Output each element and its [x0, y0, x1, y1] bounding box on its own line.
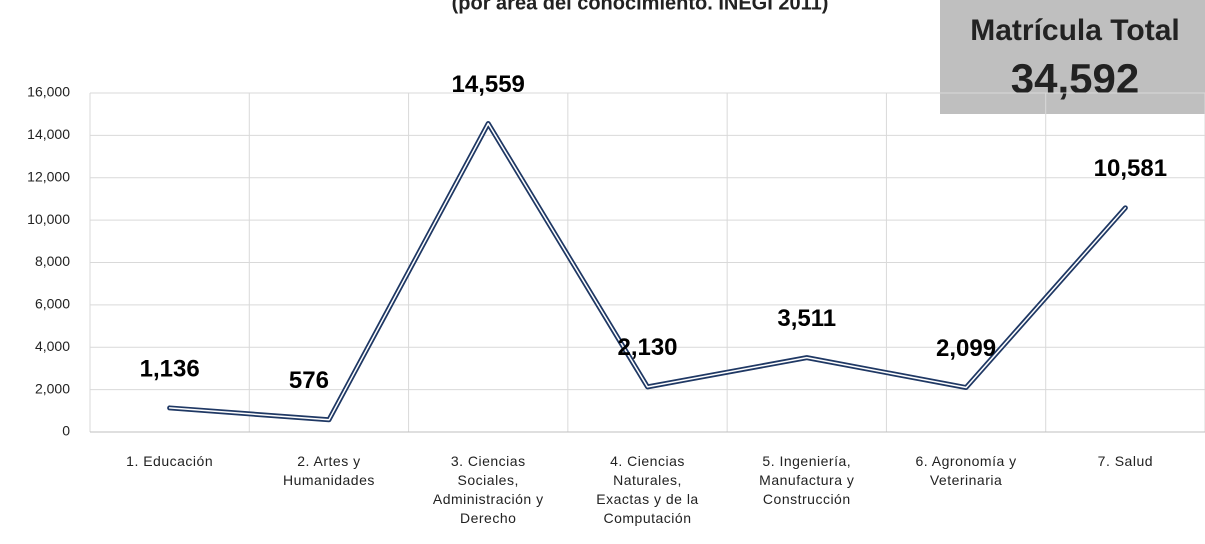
chart-title: (por área del conocimiento. INEGI 2011)	[452, 0, 829, 14]
y-tick-label: 2,000	[35, 380, 70, 396]
data-label: 3,511	[777, 305, 836, 332]
x-tick-label: 2. Artes y Humanidades	[283, 453, 375, 488]
x-tick-label: 4. Ciencias Naturales, Exactas y de la Comp…	[596, 453, 698, 526]
total-label: Matrícula Total	[970, 14, 1179, 47]
data-label: 2,130	[617, 334, 677, 361]
data-label: 576	[289, 367, 329, 394]
data-label: 1,136	[140, 355, 200, 382]
y-tick-label: 10,000	[27, 211, 70, 227]
y-tick-label: 16,000	[27, 84, 70, 100]
data-label: 2,099	[936, 335, 996, 362]
x-tick-label: 5. Ingeniería, Manufactura y Construcción	[759, 453, 854, 507]
y-tick-label: 14,000	[27, 126, 70, 142]
total-box	[940, 0, 1205, 114]
x-tick-label: 6. Agronomía y Veterinaria	[915, 453, 1016, 488]
x-tick-label: 7. Salud	[1098, 453, 1153, 469]
y-tick-label: 4,000	[35, 338, 70, 354]
y-tick-label: 8,000	[35, 253, 70, 269]
y-tick-label: 12,000	[27, 168, 70, 184]
data-label: 14,559	[452, 71, 525, 98]
series-line-highlight	[168, 122, 1127, 421]
x-tick-label: 3. Ciencias Sociales, Administración y Dere…	[433, 453, 544, 526]
total-value: 34,592	[1011, 55, 1139, 102]
data-label: 10,581	[1094, 155, 1167, 182]
x-tick-label: 1. Educación	[126, 453, 213, 469]
y-tick-label: 6,000	[35, 296, 70, 312]
y-tick-label: 0	[62, 423, 70, 439]
